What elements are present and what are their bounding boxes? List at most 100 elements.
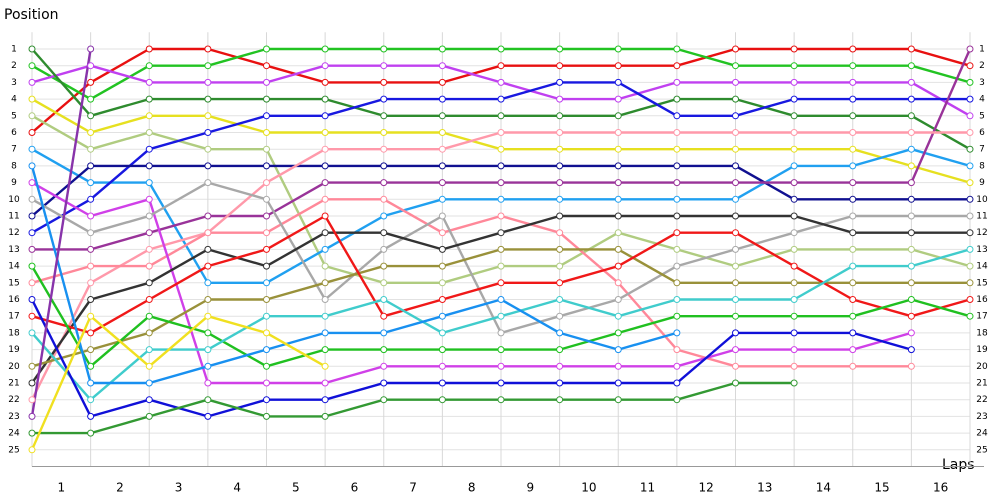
position-marker bbox=[497, 145, 505, 153]
position-marker bbox=[732, 279, 739, 287]
position-marker bbox=[732, 296, 739, 303]
position-marker bbox=[380, 312, 388, 320]
y-tick-label-right: 14 bbox=[976, 262, 988, 272]
position-marker bbox=[673, 329, 681, 337]
position-marker bbox=[556, 129, 564, 136]
position-marker bbox=[966, 162, 974, 170]
position-marker bbox=[380, 262, 388, 270]
position-marker bbox=[614, 62, 622, 70]
y-tick-label: 4 bbox=[11, 95, 17, 105]
position-marker bbox=[321, 129, 329, 136]
position-marker bbox=[673, 245, 681, 253]
x-tick-label: 4 bbox=[233, 481, 241, 495]
position-marker bbox=[87, 346, 95, 354]
position-marker bbox=[263, 179, 270, 187]
position-marker bbox=[380, 45, 388, 53]
position-marker bbox=[790, 346, 798, 354]
position-marker bbox=[87, 396, 95, 404]
position-marker bbox=[438, 279, 446, 287]
position-marker bbox=[732, 112, 739, 120]
position-marker bbox=[438, 245, 446, 253]
position-marker bbox=[28, 412, 36, 420]
position-marker bbox=[87, 279, 95, 287]
position-marker bbox=[907, 145, 915, 153]
position-marker bbox=[907, 362, 915, 370]
y-tick-label-right: 6 bbox=[979, 128, 985, 138]
y-tick-label: 6 bbox=[11, 128, 17, 138]
position-marker bbox=[497, 195, 505, 203]
position-marker bbox=[321, 379, 329, 387]
position-marker bbox=[673, 145, 681, 153]
x-tick-label: 11 bbox=[640, 481, 655, 495]
x-tick-label: 3 bbox=[175, 481, 183, 495]
y-axis-label: Position bbox=[4, 7, 59, 23]
position-marker bbox=[556, 279, 564, 287]
position-marker bbox=[204, 162, 212, 170]
position-marker bbox=[673, 195, 681, 203]
position-marker bbox=[966, 296, 974, 303]
position-marker bbox=[732, 346, 739, 354]
position-marker bbox=[497, 362, 505, 370]
position-marker bbox=[497, 346, 505, 354]
position-marker bbox=[614, 162, 622, 170]
position-marker bbox=[614, 312, 622, 320]
position-marker bbox=[87, 195, 95, 203]
position-marker bbox=[614, 112, 622, 120]
position-marker bbox=[28, 195, 36, 203]
position-marker bbox=[380, 279, 388, 287]
position-marker bbox=[614, 396, 622, 404]
y-tick-label-right: 4 bbox=[979, 95, 985, 105]
y-tick-label: 22 bbox=[8, 395, 19, 405]
position-marker bbox=[87, 296, 95, 303]
y-tick-label: 10 bbox=[8, 195, 20, 205]
position-marker bbox=[145, 346, 153, 354]
position-marker bbox=[438, 129, 446, 136]
position-marker bbox=[438, 45, 446, 53]
position-marker bbox=[732, 62, 739, 70]
series-line bbox=[32, 381, 795, 435]
position-marker bbox=[614, 78, 622, 86]
position-marker bbox=[380, 329, 388, 337]
position-marker bbox=[87, 362, 95, 370]
position-marker bbox=[966, 145, 974, 153]
position-marker bbox=[438, 312, 446, 320]
position-marker bbox=[87, 379, 95, 387]
position-marker bbox=[204, 362, 212, 370]
position-marker bbox=[263, 412, 270, 420]
position-marker bbox=[849, 112, 857, 120]
position-marker bbox=[28, 329, 36, 337]
position-marker bbox=[87, 212, 95, 220]
position-marker bbox=[204, 245, 212, 253]
position-marker bbox=[438, 95, 446, 103]
position-marker bbox=[556, 346, 564, 354]
position-marker bbox=[849, 45, 857, 53]
position-marker bbox=[28, 362, 36, 370]
position-marker bbox=[28, 179, 36, 187]
position-marker bbox=[380, 245, 388, 253]
y-tick-label-right: 13 bbox=[976, 245, 987, 255]
position-marker bbox=[380, 62, 388, 70]
position-marker bbox=[673, 179, 681, 187]
position-marker bbox=[907, 262, 915, 270]
position-marker bbox=[732, 362, 739, 370]
y-tick-label: 3 bbox=[11, 78, 17, 88]
position-marker bbox=[204, 145, 212, 153]
position-marker bbox=[87, 145, 95, 153]
position-marker bbox=[145, 245, 153, 253]
position-marker bbox=[263, 45, 270, 53]
position-marker bbox=[614, 296, 622, 303]
position-marker bbox=[87, 229, 95, 237]
series-line bbox=[31, 181, 912, 385]
position-marker bbox=[849, 245, 857, 253]
x-tick-label: 6 bbox=[351, 481, 359, 495]
position-marker bbox=[556, 162, 564, 170]
position-marker bbox=[732, 245, 739, 253]
position-marker bbox=[849, 195, 857, 203]
position-marker bbox=[321, 112, 329, 120]
position-marker bbox=[497, 62, 505, 70]
position-marker bbox=[204, 78, 212, 86]
position-marker bbox=[263, 129, 270, 136]
position-marker bbox=[732, 262, 739, 270]
position-marker bbox=[438, 262, 446, 270]
